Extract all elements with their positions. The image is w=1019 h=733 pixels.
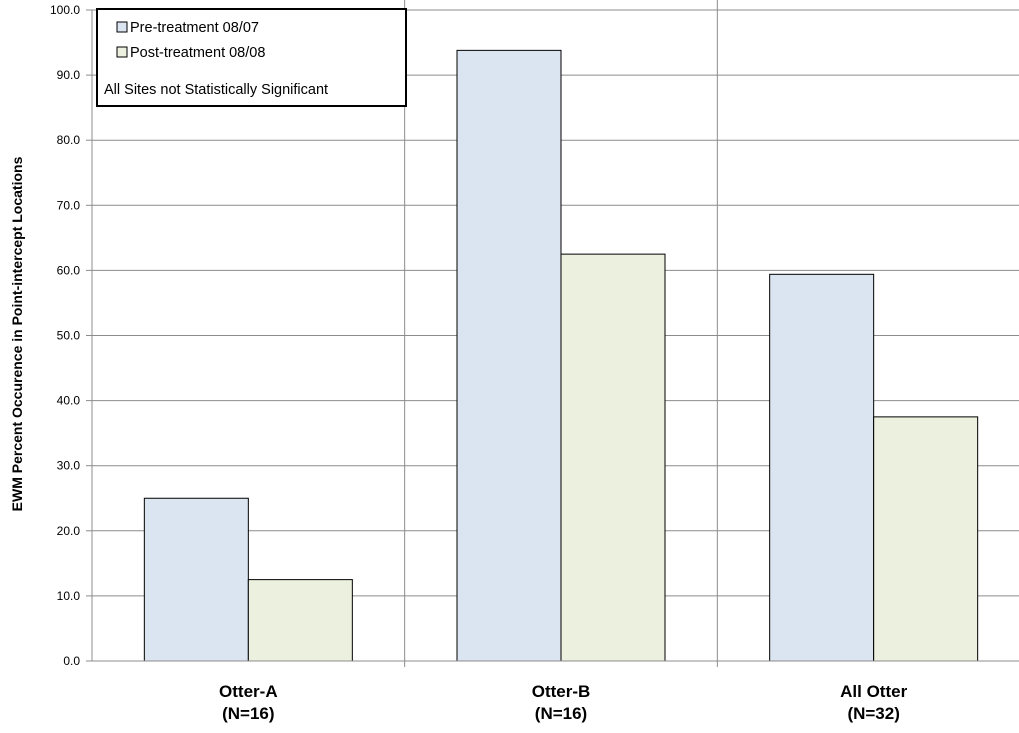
x-category-label: All Otter	[840, 682, 907, 701]
bar-post-otter-a	[247, 579, 353, 662]
bar-post-otter-b	[560, 253, 666, 662]
y-tick-label: 70.0	[57, 198, 81, 212]
y-tick-label: 0.0	[63, 654, 80, 668]
y-tick-label: 100.0	[50, 3, 80, 17]
y-tick-label: 80.0	[57, 133, 81, 147]
x-category-sublabel: (N=32)	[847, 704, 899, 723]
y-tick-label: 10.0	[57, 589, 81, 603]
x-category-label: Otter-A	[219, 682, 278, 701]
legend-entry: Pre-treatment 08/07	[130, 20, 259, 36]
y-axis-title: EWM Percent Occurence in Point-intercept…	[9, 156, 25, 511]
bar-pre-all-otter	[769, 273, 875, 662]
y-tick-label: 50.0	[57, 329, 81, 343]
bars	[143, 49, 979, 662]
legend-swatch	[116, 21, 128, 33]
category-separators	[404, 0, 718, 667]
legend-entry: Post-treatment 08/08	[130, 45, 265, 61]
y-tick-labels: 0.0 10.0 20.0 30.0 40.0 50.0 60.0 70.0 80.0 90.0 1…	[50, 3, 92, 668]
legend-swatch	[116, 46, 128, 58]
legend: Pre-treatment 08/07 Post-treatment 08/08 A…	[96, 8, 407, 107]
legend-box	[96, 8, 407, 107]
y-tick-label: 40.0	[57, 394, 81, 408]
bar-pre-otter-a	[143, 497, 249, 662]
x-category-sublabel: (N=16)	[535, 704, 587, 723]
x-category-label: Otter-B	[532, 682, 591, 701]
legend-note: All Sites not Statistically Significant	[104, 82, 328, 98]
x-category-labels: Otter-A (N=16) Otter-B (N=16) All Otter (N=32…	[219, 682, 908, 723]
x-category-sublabel: (N=16)	[222, 704, 274, 723]
y-tick-label: 90.0	[57, 68, 81, 82]
y-tick-label: 60.0	[57, 263, 81, 277]
y-tick-label: 20.0	[57, 524, 81, 538]
bar-post-all-otter	[873, 416, 979, 662]
bar-pre-otter-b	[456, 49, 562, 662]
y-tick-label: 30.0	[57, 459, 81, 473]
